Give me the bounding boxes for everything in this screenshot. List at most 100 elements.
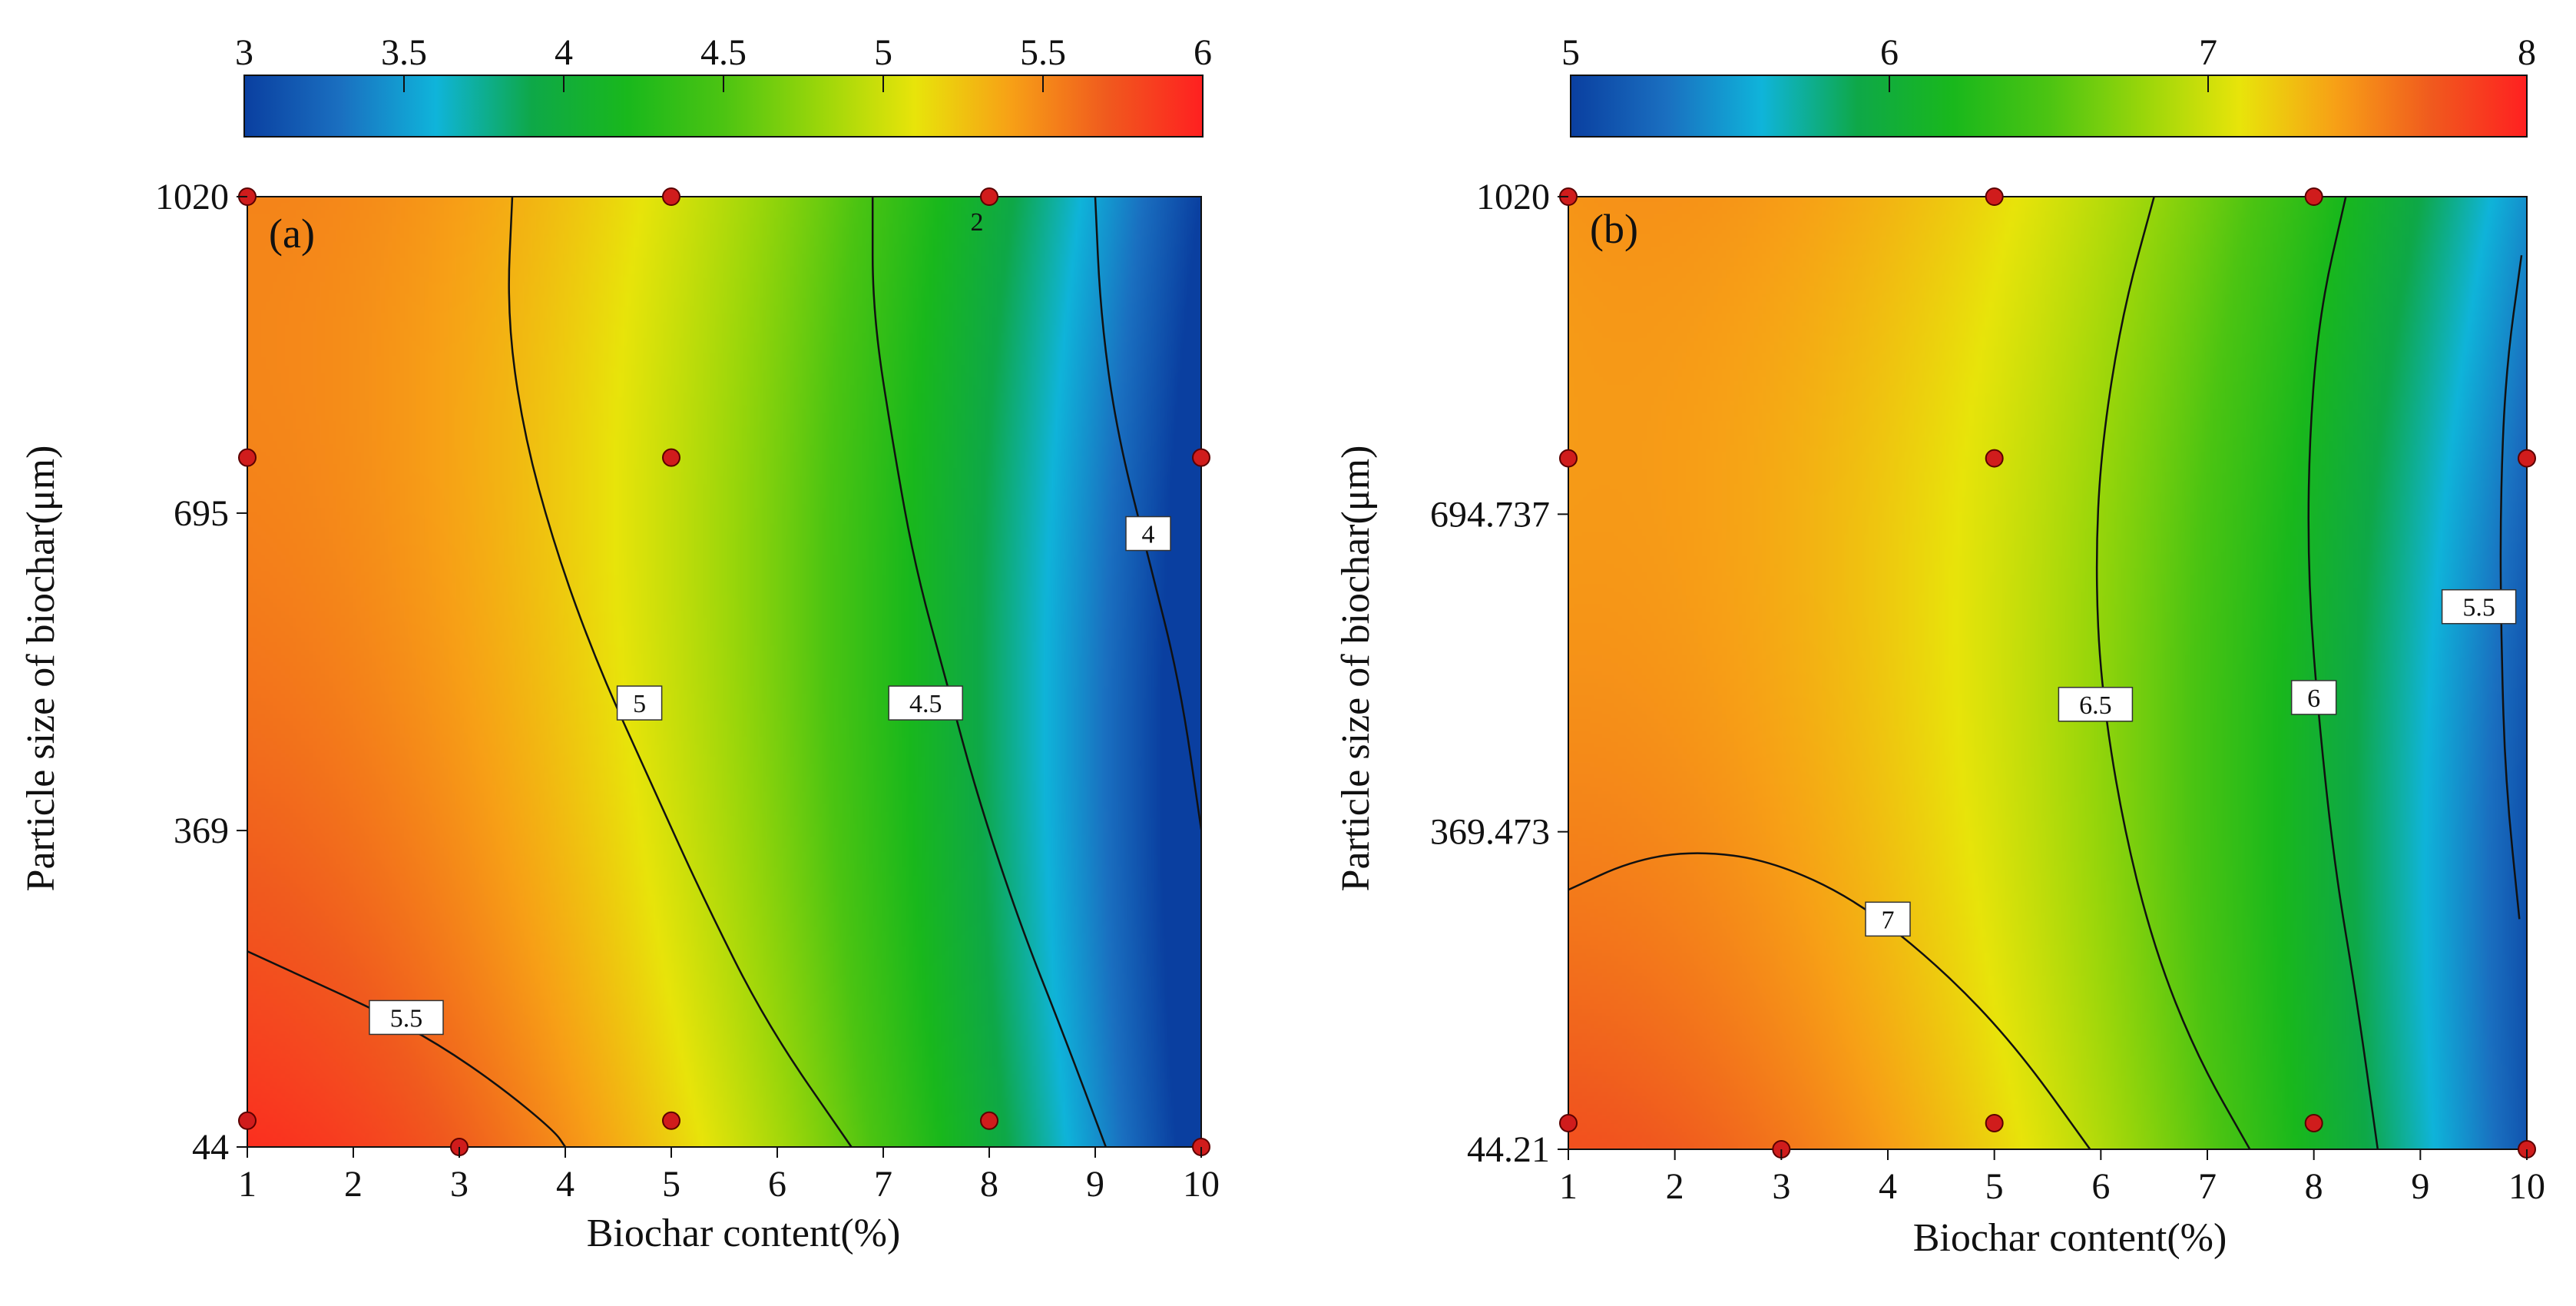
x-tick-label: 7 (2198, 1166, 2217, 1207)
design-point (1559, 1113, 1578, 1132)
plot-area-b: 7 6.5 6 5.5 (b) (1559, 187, 2536, 1158)
design-point (2304, 1113, 2323, 1132)
design-points-a: 2 (238, 187, 1210, 1156)
x-tick-label: 8 (2305, 1166, 2323, 1207)
x-tick-label: 5 (1985, 1166, 2004, 1207)
x-tick-label: 6 (2091, 1166, 2110, 1207)
panel-label-b: (b) (1590, 206, 1638, 252)
x-tick-label: 2 (1666, 1166, 1684, 1207)
panel-a: 3 3.5 4 4.5 5 5.5 6 5.5 5 4.5 4 2 (a) 1 2 3 4 5 6 7 8 9 10… (19, 32, 1220, 1255)
contour-label-box (2290, 680, 2337, 715)
colorbar-tick-label: 3 (235, 32, 253, 73)
contour-label-text: 6.5 (2079, 691, 2112, 720)
contour-line (1568, 852, 2091, 1149)
contour-label-box (1865, 901, 1911, 937)
y-tick-label: 44 (192, 1127, 229, 1168)
contour-label-text: 5 (633, 690, 646, 718)
y-tick-label: 1020 (1476, 177, 1550, 217)
colorbar-b: 5 6 7 8 (1561, 32, 2536, 138)
contour-labels-a: 5.5 5 4.5 4 (369, 515, 1171, 1036)
x-tick-label: 8 (980, 1164, 998, 1205)
colorbar-tick-label: 3.5 (381, 32, 427, 73)
colorbar-tick-label: 5 (874, 32, 892, 73)
contour-line (871, 197, 1107, 1147)
plot-frame-b (1568, 196, 2528, 1150)
y-axis-title-a: Particle size of biochar(μm) (19, 446, 63, 892)
contour-label: 5 (616, 685, 663, 721)
contour-label-box (1125, 515, 1171, 552)
colorbar-a: 3 3.5 4 4.5 5 5.5 6 (235, 32, 1212, 138)
colorbar-tick-label: 7 (2199, 32, 2217, 73)
y-tick-label: 369 (174, 810, 229, 851)
design-point (662, 187, 680, 206)
design-point (238, 1111, 257, 1130)
x-tick-label: 9 (2411, 1166, 2429, 1207)
x-tick-label: 6 (768, 1164, 786, 1205)
design-point (662, 448, 680, 467)
panel-label-a: (a) (269, 210, 315, 257)
contour-label: 4.5 (888, 685, 963, 721)
design-point (2518, 449, 2536, 468)
colorbar-tick-label: 4 (555, 32, 573, 73)
contour-label-text: 4 (1142, 521, 1155, 549)
x-tick-label: 3 (450, 1164, 469, 1205)
design-points-b (1559, 187, 2536, 1158)
colorbar-b-bar (1570, 75, 2528, 138)
colorbar-a-ticks: 3 3.5 4 4.5 5 5.5 6 (235, 32, 1212, 92)
design-point-annotation: 2 (971, 208, 984, 237)
x-tick-label: 7 (874, 1164, 892, 1205)
contour-line (1094, 197, 1201, 830)
contour-line (2307, 197, 2379, 1149)
design-point (1985, 449, 2004, 468)
colorbar-tick-label: 6 (1194, 32, 1212, 73)
contour-line (2095, 197, 2251, 1149)
design-point (662, 1111, 680, 1130)
colorbar-tick-label: 6 (1880, 32, 1899, 73)
design-point (1985, 1113, 2004, 1132)
y-tick-label: 44.21 (1467, 1129, 1550, 1170)
design-point (1192, 448, 1210, 467)
axes-a: 1 2 3 4 5 6 7 8 9 10 44 369 695 1020 (155, 177, 1220, 1205)
contour-label: 5.5 (2441, 588, 2517, 625)
y-tick-label: 695 (174, 493, 229, 534)
contour-label-box (888, 685, 963, 721)
x-tick-label: 4 (556, 1164, 574, 1205)
contour-label-box (2441, 588, 2517, 625)
contour-label-box (2058, 687, 2134, 722)
design-point (980, 1111, 998, 1130)
plot-frame-a (247, 196, 1202, 1148)
design-point (238, 448, 257, 467)
contours-b (1568, 197, 2523, 1149)
x-tick-label: 10 (1183, 1164, 1220, 1205)
contour-label-text: 5.5 (390, 1004, 423, 1033)
contour-line (508, 197, 853, 1147)
contour-label: 4 (1125, 515, 1171, 552)
contour-label-text: 4.5 (909, 690, 942, 718)
contour-label-text: 6 (2307, 684, 2320, 713)
x-tick-label: 2 (344, 1164, 363, 1205)
contour-line (2499, 255, 2523, 920)
plot-area-a: 5.5 5 4.5 4 2 (a) (238, 187, 1210, 1156)
axes-b: 1 2 3 4 5 6 7 8 9 10 44.21 369.473 694.737 1020 (1430, 177, 2545, 1207)
heatmap-b (1568, 197, 2527, 1149)
design-point (2304, 187, 2323, 206)
y-tick-label: 1020 (155, 177, 229, 217)
contour-label: 5.5 (369, 999, 444, 1036)
x-tick-label: 4 (1879, 1166, 1897, 1207)
colorbar-tick-label: 8 (2518, 32, 2536, 73)
contour-label-text: 7 (1882, 906, 1895, 934)
x-tick-label: 5 (662, 1164, 680, 1205)
y-tick-label: 369.473 (1430, 812, 1550, 853)
contour-label: 6.5 (2058, 687, 2134, 722)
contour-label-text: 5.5 (2462, 594, 2495, 622)
heatmap-a (247, 197, 1201, 1147)
contour-label-box (369, 999, 444, 1036)
colorbar-tick-label: 5.5 (1020, 32, 1066, 73)
x-tick-label: 1 (1559, 1166, 1578, 1207)
x-tick-label: 9 (1086, 1164, 1104, 1205)
x-tick-label: 1 (238, 1164, 257, 1205)
contour-label: 6 (2290, 680, 2337, 715)
panel-b: 5 6 7 8 7 6.5 6 5.5 (b) 1 2 3 4 5 6 7 8 9 10 44.21 369.47… (1334, 32, 2545, 1260)
y-tick-label: 694.737 (1430, 494, 1550, 535)
